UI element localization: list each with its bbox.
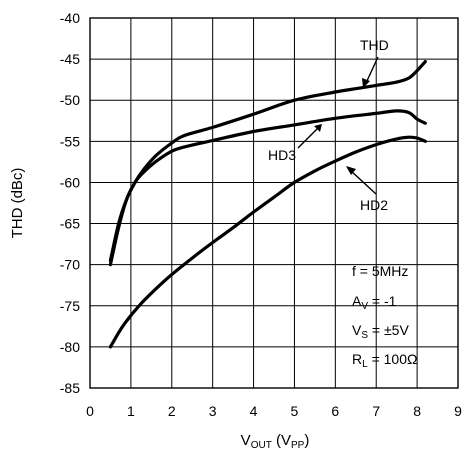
- series-label-thd: THD: [360, 37, 389, 53]
- condition-supply-sub: S: [361, 330, 368, 341]
- series-label-hd3: HD3: [268, 147, 296, 163]
- condition-supply-main: V: [352, 322, 362, 338]
- arrowhead-hd2: [346, 166, 356, 175]
- condition-load-val: = 100Ω: [368, 351, 418, 367]
- x-tick-label: 5: [291, 403, 299, 419]
- x-tick-label: 9: [454, 403, 462, 419]
- arrowhead-thd: [362, 78, 370, 88]
- y-tick-label: -85: [60, 380, 80, 396]
- x-axis-title: VOUT (VPP): [241, 432, 310, 451]
- x-axis-title-sub2: PP: [291, 440, 305, 451]
- x-tick-label: 0: [86, 403, 94, 419]
- y-tick-label: -60: [60, 174, 80, 190]
- arrowhead-hd3: [314, 124, 322, 132]
- x-axis-title-main: V: [241, 432, 251, 449]
- x-tick-label: 7: [372, 403, 380, 419]
- y-tick-label: -55: [60, 133, 80, 149]
- leader-hd2: [349, 169, 377, 195]
- y-tick-label: -50: [60, 92, 80, 108]
- x-tick-label: 2: [168, 403, 176, 419]
- x-tick-label: 8: [413, 403, 421, 419]
- condition-load-main: R: [352, 351, 362, 367]
- x-axis-title-mid: (V: [272, 432, 291, 449]
- series-lines: [108, 60, 427, 349]
- x-tick-label: 4: [250, 403, 258, 419]
- condition-supply-val: = ±5V: [368, 322, 409, 338]
- condition-gain-sub: V: [361, 301, 368, 312]
- x-tick-label: 6: [331, 403, 339, 419]
- y-tick-label: -70: [60, 257, 80, 273]
- y-tick-label: -40: [60, 10, 80, 26]
- x-tick-label: 3: [209, 403, 217, 419]
- y-tick-labels: -40 -45 -50 -55 -60 -65 -70 -75 -80 -85: [60, 10, 80, 396]
- y-tick-label: -65: [60, 216, 80, 232]
- leader-hd3: [297, 127, 319, 149]
- leader-thd: [365, 56, 379, 84]
- series-line-hd2: [108, 135, 427, 349]
- y-axis-title: THD (dBc): [9, 168, 26, 239]
- condition-gain: AV = -1: [352, 293, 397, 312]
- condition-load: RL = 100Ω: [352, 351, 417, 370]
- y-tick-label: -75: [60, 298, 80, 314]
- plot-frame: [89, 17, 459, 389]
- y-tick-label: -45: [60, 51, 80, 67]
- condition-frequency: f = 5MHz: [352, 263, 408, 279]
- x-tick-labels: 0 1 2 3 4 5 6 7 8 9: [86, 403, 462, 419]
- condition-load-sub: L: [362, 359, 368, 370]
- x-tick-label: 1: [127, 403, 135, 419]
- condition-supply: VS = ±5V: [352, 322, 409, 341]
- series-label-hd2: HD2: [360, 197, 388, 213]
- x-axis-title-sub1: OUT: [251, 440, 272, 451]
- condition-gain-val: = -1: [368, 293, 397, 309]
- y-tick-label: -80: [60, 339, 80, 355]
- series-line-hd3: [108, 109, 427, 267]
- condition-gain-main: A: [352, 293, 362, 309]
- x-axis-title-end: ): [304, 432, 309, 449]
